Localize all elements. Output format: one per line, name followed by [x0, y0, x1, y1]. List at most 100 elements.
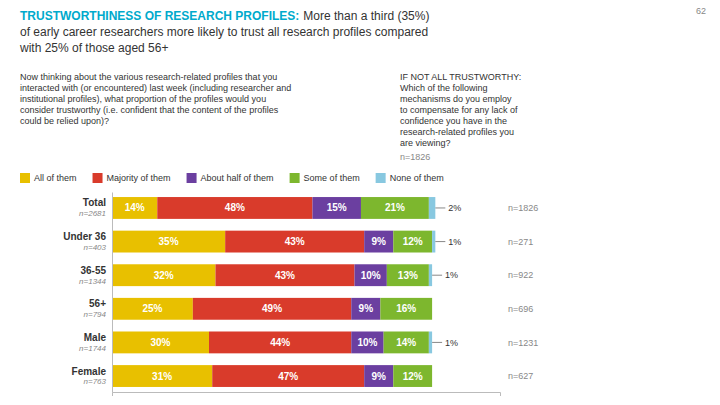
data-label-leader: [435, 241, 445, 242]
data-labels: 14%35%32%25%30%31%48%43%43%49%44%47%15%9…: [125, 202, 462, 381]
n-labels-right: n=1826n=271n=922n=696n=1231n=627: [508, 203, 538, 381]
y-tick-label: Female: [72, 366, 107, 377]
y-tick: 36-55n=1344: [79, 265, 112, 286]
question-left-line: Now thinking about the various research-…: [20, 72, 277, 82]
n-label-left: n=794: [84, 310, 107, 319]
y-tick: Under 36n=403: [63, 231, 112, 252]
y-tick: 56+n=794: [84, 298, 112, 319]
data-label: 10%: [357, 337, 377, 348]
legend-item: All of them: [20, 173, 77, 183]
bar-segment: [432, 231, 435, 253]
data-label: 31%: [152, 371, 172, 382]
y-tick-label: Total: [83, 197, 106, 208]
series: [361, 197, 432, 387]
data-label: 2%: [448, 203, 461, 213]
question-left-line: interacted with (or encountered) last we…: [20, 83, 291, 93]
n-label-right: n=1826: [508, 203, 538, 213]
bar-segment: [429, 264, 432, 286]
legend-item: None of them: [376, 173, 444, 183]
question-right-n: n=1826: [400, 152, 430, 162]
n-label-right: n=696: [508, 304, 533, 314]
bar-segment: [193, 298, 351, 320]
question-right-line: are viewing?: [400, 138, 451, 148]
data-label: 10%: [361, 270, 381, 281]
bar-segment: [361, 197, 429, 219]
data-label: 16%: [396, 303, 416, 314]
series: [312, 197, 393, 387]
bar-segment: [364, 231, 393, 253]
data-label: 1%: [445, 338, 458, 348]
bar-segment: [225, 231, 364, 253]
n-label-left: n=2681: [79, 209, 106, 218]
n-label-right: n=1231: [508, 338, 538, 348]
data-label: 30%: [150, 337, 170, 348]
question-left-line: consider trustworthy (i.e. confident tha…: [20, 105, 279, 115]
subtitle: with 25% of those aged 56+: [19, 41, 168, 55]
data-label: 14%: [396, 337, 416, 348]
n-label-right: n=922: [508, 270, 533, 280]
question-right-line: research-related profiles you: [400, 127, 514, 137]
data-label: 9%: [372, 371, 387, 382]
bar-segment: [351, 331, 383, 353]
y-tick-label: 36-55: [80, 265, 106, 276]
subtitle: of early career researchers more likely …: [20, 25, 428, 39]
legend-label: Majority of them: [107, 173, 171, 183]
series: [112, 197, 225, 387]
bar-segment: [212, 365, 364, 387]
question-right-line: Which of the following: [400, 83, 488, 93]
bar-segment: [432, 365, 433, 387]
bar-segment: [429, 331, 432, 353]
question-right-line: mechanisms do you employ: [400, 94, 512, 104]
legend-item: About half of them: [187, 173, 274, 183]
data-label: 9%: [372, 236, 387, 247]
bar-segment: [387, 264, 429, 286]
y-tick: Totaln=2681: [79, 197, 112, 218]
data-label-leader: [432, 342, 442, 343]
legend-label: All of them: [34, 173, 77, 183]
legend-swatch: [93, 173, 103, 183]
legend-swatch: [20, 173, 30, 183]
legend-swatch: [376, 173, 386, 183]
data-label: 48%: [225, 202, 245, 213]
bar-segment: [209, 331, 351, 353]
bar-segment: [364, 365, 393, 387]
data-label: 1%: [445, 270, 458, 280]
bar-segment: [112, 264, 215, 286]
question-right-line: confidence you have in the: [400, 116, 507, 126]
x-axis-line: [113, 393, 501, 397]
data-label-leader: [432, 275, 442, 276]
series: [157, 197, 364, 387]
data-label: 15%: [327, 202, 347, 213]
n-label-left: n=1744: [79, 344, 106, 353]
bar-segment: [112, 365, 212, 387]
legend-label: Some of them: [304, 173, 360, 183]
chart: TRUSTWORTHINESS OF RESEARCH PROFILES: Mor…: [0, 0, 720, 405]
data-label: 21%: [385, 202, 405, 213]
question-right-line: IF NOT ALL TRUSTWORTHY:: [400, 72, 521, 82]
data-label: 13%: [398, 270, 418, 281]
bar-segment: [112, 298, 193, 320]
data-label: 49%: [262, 303, 282, 314]
data-label: 25%: [142, 303, 162, 314]
data-label: 35%: [159, 236, 179, 247]
question-right: IF NOT ALL TRUSTWORTHY:Which of the foll…: [400, 72, 521, 148]
page-number: 62: [696, 6, 706, 16]
legend-swatch: [290, 173, 300, 183]
data-label-leader: [435, 207, 445, 208]
subtitle: More than a third (35%): [303, 9, 429, 23]
title: TRUSTWORTHINESS OF RESEARCH PROFILES:: [20, 9, 299, 23]
bar-segment: [429, 197, 435, 219]
question-right-line: to compensate for any lack of: [400, 105, 518, 115]
data-label: 12%: [403, 236, 423, 247]
legend-swatch: [187, 173, 197, 183]
data-label: 14%: [125, 202, 145, 213]
data-label: 9%: [359, 303, 374, 314]
data-label: 32%: [154, 270, 174, 281]
legend-label: About half of them: [201, 173, 274, 183]
data-label: 43%: [285, 236, 305, 247]
bars: [112, 197, 435, 387]
n-label-left: n=403: [84, 243, 107, 252]
legend-item: Majority of them: [93, 173, 171, 183]
y-tick-label: 56+: [89, 298, 106, 309]
question-left-line: institutional profiles), what proportion…: [20, 94, 266, 104]
